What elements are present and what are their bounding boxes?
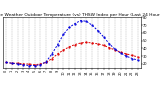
Title: Milwaukee Weather Outdoor Temperature (vs) THSW Index per Hour (Last 24 Hours): Milwaukee Weather Outdoor Temperature (v… bbox=[0, 13, 160, 17]
